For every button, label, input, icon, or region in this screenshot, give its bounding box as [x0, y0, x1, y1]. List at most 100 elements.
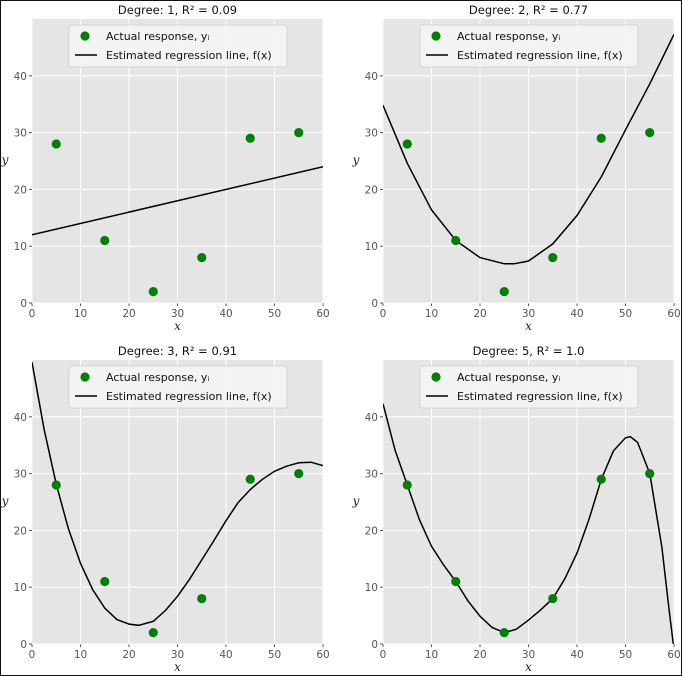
data-point	[100, 576, 110, 587]
legend-label: Estimated regression line, f(x)	[457, 390, 623, 403]
x-tick-label: 0	[380, 649, 387, 661]
data-point	[596, 474, 606, 484]
subplot-2: 0 10 20 30 40 50 60 0 10 20 30 40 x y Degree: 2, R² = …	[352, 3, 681, 333]
legend-label: Actual response, yᵢ	[106, 30, 209, 43]
x-tick-label: 20	[122, 308, 135, 320]
data-point	[499, 287, 509, 297]
x-tick-label: 60	[667, 308, 680, 320]
x-tick-label: 20	[473, 649, 486, 661]
subplot-4: 0 10 20 30 40 50 60 0 10 20 30 40 x y Degree: 5, R² = …	[352, 344, 681, 674]
data-point	[596, 133, 606, 143]
legend-label: Actual response, yᵢ	[457, 371, 560, 384]
x-axis-label: x	[525, 319, 532, 333]
y-axis-label: y	[1, 494, 9, 508]
regression-line	[383, 33, 674, 265]
y-tick-label: 10	[14, 582, 27, 594]
data-point	[451, 576, 461, 587]
x-tick-label: 10	[425, 649, 438, 661]
x-tick-label: 50	[619, 649, 632, 661]
data-point	[51, 139, 61, 149]
x-tick-label: 0	[380, 308, 387, 320]
x-tick-label: 30	[522, 308, 535, 320]
y-axis-label: y	[1, 153, 9, 167]
y-tick-label: 20	[14, 525, 27, 537]
legend-box	[68, 24, 288, 68]
y-tick-label: 40	[365, 412, 378, 424]
legend-marker	[80, 372, 90, 382]
data-point	[645, 469, 655, 479]
y-tick-label: 0	[20, 639, 27, 651]
x-tick-label: 30	[171, 308, 184, 320]
y-tick-label: 20	[365, 525, 378, 537]
legend-box	[419, 365, 639, 409]
subplot-title: Degree: 2, R² = 0.77	[469, 3, 588, 17]
y-tick-label: 0	[371, 639, 378, 651]
subplot-title: Degree: 5, R² = 1.0	[473, 344, 585, 358]
data-point	[294, 128, 304, 138]
x-tick-label: 30	[522, 649, 535, 661]
data-point	[548, 252, 558, 263]
regression-line	[383, 403, 674, 644]
legend-marker	[431, 31, 441, 41]
x-axis-label: x	[174, 319, 181, 333]
y-tick-label: 10	[365, 241, 378, 253]
y-tick-label: 40	[14, 412, 27, 424]
x-tick-label: 20	[122, 649, 135, 661]
x-tick-label: 50	[619, 308, 632, 320]
y-tick-label: 30	[365, 128, 378, 140]
data-point	[197, 593, 207, 604]
legend-marker	[80, 31, 90, 41]
legend-label: Estimated regression line, f(x)	[457, 49, 623, 62]
x-tick-label: 40	[219, 649, 232, 661]
x-tick-label: 10	[74, 308, 87, 320]
x-tick-label: 10	[425, 308, 438, 320]
regression-line	[32, 165, 323, 236]
y-axis-label: y	[352, 153, 360, 167]
data-point	[402, 139, 412, 149]
data-point	[245, 474, 255, 484]
x-tick-label: 20	[473, 308, 486, 320]
data-point	[100, 235, 110, 246]
subplot-3: 0 10 20 30 40 50 60 0 10 20 30 40 x y Degree: 3, R² = …	[1, 344, 330, 674]
y-axis-label: y	[352, 494, 360, 508]
y-tick-label: 30	[365, 469, 378, 481]
x-tick-label: 0	[29, 308, 36, 320]
data-point	[548, 593, 558, 604]
y-tick-label: 40	[365, 71, 378, 83]
y-tick-label: 30	[14, 469, 27, 481]
data-point	[148, 628, 158, 638]
data-point	[245, 133, 255, 143]
data-point	[402, 480, 412, 490]
data-point	[197, 252, 207, 263]
y-tick-label: 40	[14, 71, 27, 83]
x-tick-label: 50	[268, 308, 281, 320]
legend-label: Estimated regression line, f(x)	[106, 390, 272, 403]
x-tick-label: 60	[667, 649, 680, 661]
subplot-1: 0 10 20 30 40 50 60 0 10 20 30 40 x y Degree: 1, R² = …	[1, 3, 330, 333]
legend-box	[68, 365, 288, 409]
subplot-title: Degree: 3, R² = 0.91	[118, 344, 237, 358]
legend-label: Actual response, yᵢ	[106, 371, 209, 384]
regression-line	[32, 362, 323, 627]
legend-label: Estimated regression line, f(x)	[106, 49, 272, 62]
legend-box	[419, 24, 639, 68]
y-tick-label: 0	[371, 298, 378, 310]
x-tick-label: 60	[316, 649, 329, 661]
legend-marker	[431, 372, 441, 382]
x-tick-label: 0	[29, 649, 36, 661]
x-axis-label: x	[174, 660, 181, 674]
x-axis-label: x	[525, 660, 532, 674]
data-point	[148, 287, 158, 297]
data-point	[645, 128, 655, 138]
subplot-title: Degree: 1, R² = 0.09	[118, 3, 237, 17]
x-tick-label: 50	[268, 649, 281, 661]
y-tick-label: 20	[365, 184, 378, 196]
x-tick-label: 60	[316, 308, 329, 320]
y-tick-label: 10	[14, 241, 27, 253]
y-tick-label: 20	[14, 184, 27, 196]
y-tick-label: 10	[365, 582, 378, 594]
y-tick-label: 0	[20, 298, 27, 310]
x-tick-label: 40	[570, 649, 583, 661]
